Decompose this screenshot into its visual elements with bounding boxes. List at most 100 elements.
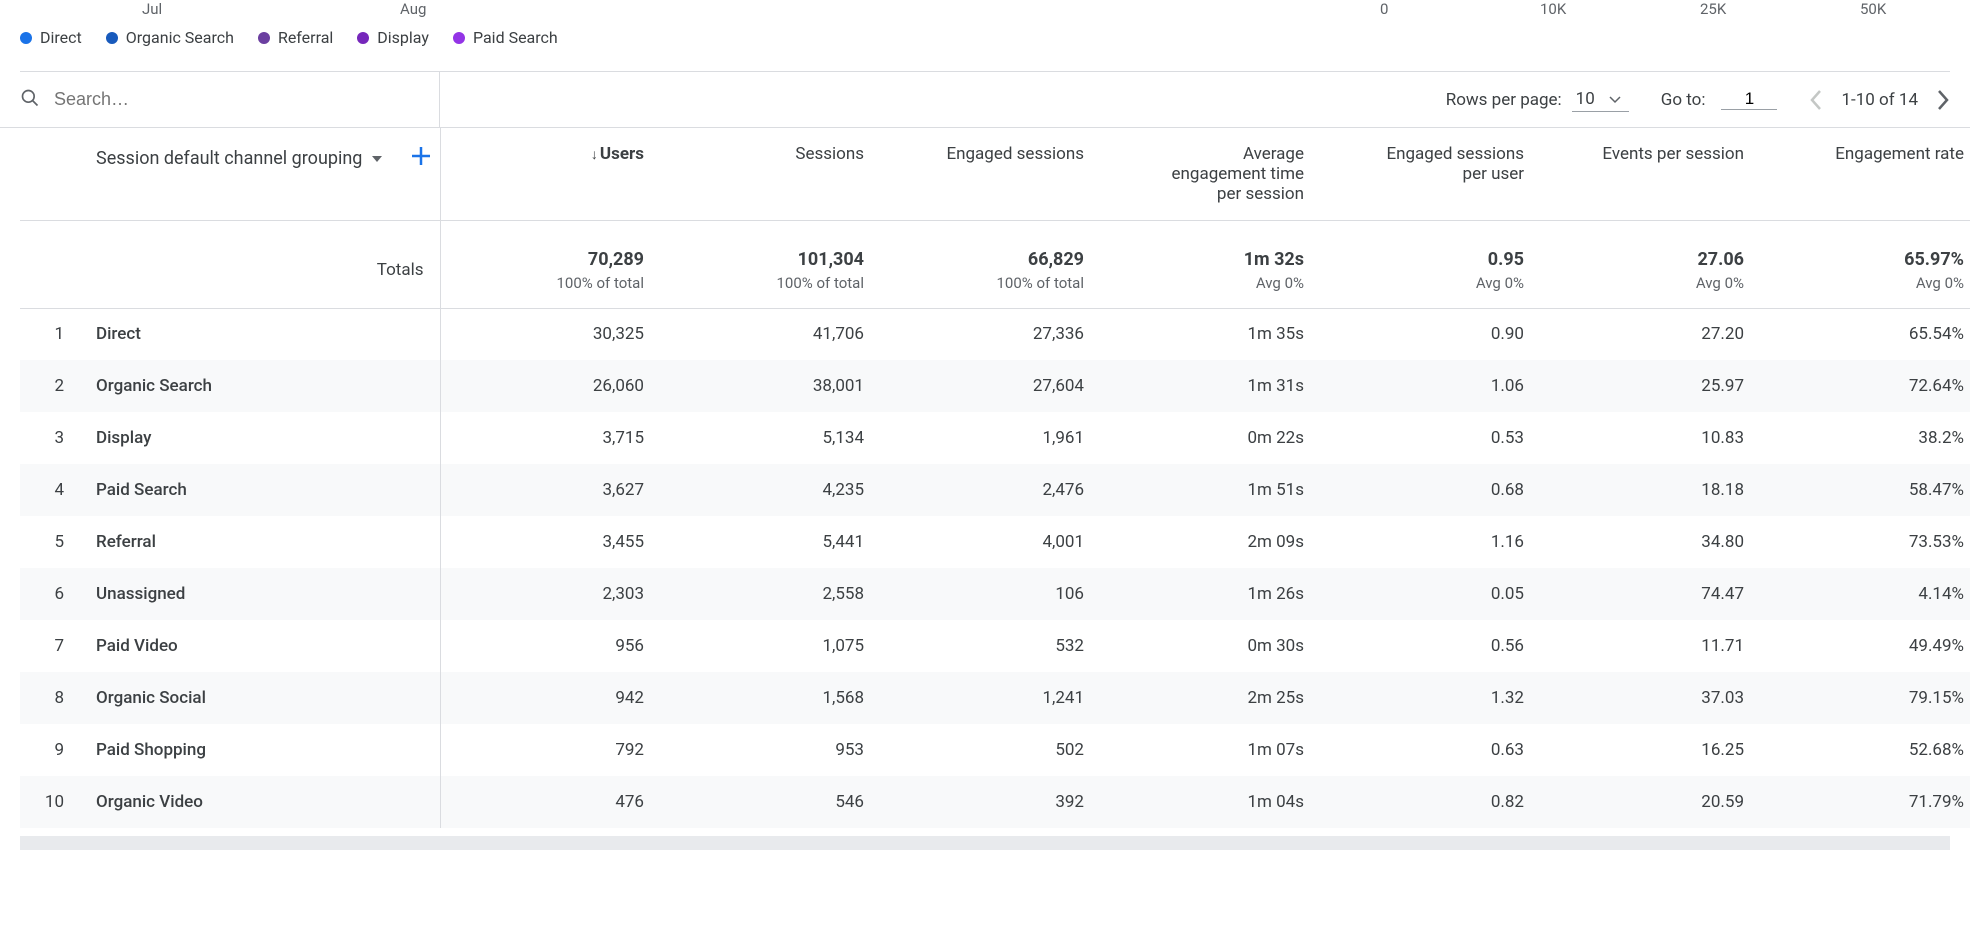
chart-legend: Direct Organic Search Referral Display Paid … xyxy=(0,18,1970,71)
table-row[interactable]: 9Paid Shopping7929535021m 07s0.6316.2552… xyxy=(20,724,1970,776)
cell-eng_rate: 4.14% xyxy=(1760,568,1970,620)
table-row[interactable]: 6Unassigned2,3032,5581061m 26s0.0574.474… xyxy=(20,568,1970,620)
table-row[interactable]: 10Organic Video4765463921m 04s0.8220.597… xyxy=(20,776,1970,828)
cell-eng_per_user: 0.56 xyxy=(1320,620,1540,672)
legend-dot xyxy=(258,32,270,44)
search-wrap xyxy=(20,72,440,127)
cell-avg_engage: 1m 26s xyxy=(1100,568,1320,620)
cell-eng_per_user: 0.90 xyxy=(1320,308,1540,360)
cell-eng_rate: 65.54% xyxy=(1760,308,1970,360)
column-header-engaged[interactable]: Engaged sessions xyxy=(880,128,1100,220)
cell-events_sess: 20.59 xyxy=(1540,776,1760,828)
legend-item[interactable]: Paid Search xyxy=(453,28,558,47)
legend-item[interactable]: Referral xyxy=(258,28,333,47)
table-row[interactable]: 5Referral3,4555,4414,0012m 09s1.1634.807… xyxy=(20,516,1970,568)
cell-events_sess: 25.97 xyxy=(1540,360,1760,412)
legend-item[interactable]: Display xyxy=(357,28,429,47)
legend-label: Organic Search xyxy=(126,28,234,47)
column-header-events_sess[interactable]: Events per session xyxy=(1540,128,1760,220)
cell-eng_per_user: 0.82 xyxy=(1320,776,1540,828)
axis-label: 50K xyxy=(1860,0,1886,18)
legend-dot xyxy=(357,32,369,44)
cell-users: 956 xyxy=(440,620,660,672)
next-page-icon[interactable] xyxy=(1936,89,1950,111)
legend-dot xyxy=(453,32,465,44)
row-index: 9 xyxy=(20,724,80,776)
row-index: 10 xyxy=(20,776,80,828)
legend-label: Paid Search xyxy=(473,28,558,47)
goto-label: Go to: xyxy=(1661,90,1706,110)
cell-sessions: 1,568 xyxy=(660,672,880,724)
cell-users: 2,303 xyxy=(440,568,660,620)
row-dimension[interactable]: Paid Search xyxy=(80,464,440,516)
cell-engaged: 1,241 xyxy=(880,672,1100,724)
search-input[interactable] xyxy=(54,89,354,110)
chevron-down-icon xyxy=(372,148,382,168)
cell-sessions: 1,075 xyxy=(660,620,880,672)
prev-page-icon[interactable] xyxy=(1809,89,1823,111)
column-header-eng_per_user[interactable]: Engaged sessionsper user xyxy=(1320,128,1540,220)
row-dimension[interactable]: Organic Social xyxy=(80,672,440,724)
cell-users: 942 xyxy=(440,672,660,724)
search-icon xyxy=(20,88,40,112)
legend-item[interactable]: Organic Search xyxy=(106,28,234,47)
row-dimension[interactable]: Direct xyxy=(80,308,440,360)
cell-events_sess: 34.80 xyxy=(1540,516,1760,568)
cell-engaged: 27,336 xyxy=(880,308,1100,360)
row-dimension[interactable]: Paid Video xyxy=(80,620,440,672)
cell-eng_per_user: 0.63 xyxy=(1320,724,1540,776)
cell-sessions: 5,134 xyxy=(660,412,880,464)
cell-events_sess: 37.03 xyxy=(1540,672,1760,724)
cell-users: 3,455 xyxy=(440,516,660,568)
horizontal-scrollbar[interactable] xyxy=(20,836,1950,850)
row-dimension[interactable]: Display xyxy=(80,412,440,464)
row-dimension[interactable]: Paid Shopping xyxy=(80,724,440,776)
add-dimension-button[interactable] xyxy=(410,144,432,172)
cell-engaged: 532 xyxy=(880,620,1100,672)
table-row[interactable]: 7Paid Video9561,0755320m 30s0.5611.7149.… xyxy=(20,620,1970,672)
cell-eng_rate: 79.15% xyxy=(1760,672,1970,724)
cell-avg_engage: 1m 51s xyxy=(1100,464,1320,516)
dimension-picker[interactable]: Session default channel grouping xyxy=(96,148,362,169)
chevron-down-icon xyxy=(1609,89,1621,109)
cell-users: 3,715 xyxy=(440,412,660,464)
cell-events_sess: 10.83 xyxy=(1540,412,1760,464)
axis-label: Jul xyxy=(142,0,162,18)
goto-input[interactable] xyxy=(1721,89,1777,110)
row-dimension[interactable]: Organic Video xyxy=(80,776,440,828)
cell-eng_rate: 71.79% xyxy=(1760,776,1970,828)
totals-sessions: 101,304100% of total xyxy=(660,220,880,308)
cell-events_sess: 18.18 xyxy=(1540,464,1760,516)
column-header-avg_engage[interactable]: Averageengagement timeper session xyxy=(1100,128,1320,220)
cell-events_sess: 74.47 xyxy=(1540,568,1760,620)
column-header-sessions[interactable]: Sessions xyxy=(660,128,880,220)
row-dimension[interactable]: Unassigned xyxy=(80,568,440,620)
cell-engaged: 4,001 xyxy=(880,516,1100,568)
totals-eng_per_user: 0.95Avg 0% xyxy=(1320,220,1540,308)
row-index: 1 xyxy=(20,308,80,360)
table-row[interactable]: 8Organic Social9421,5681,2412m 25s1.3237… xyxy=(20,672,1970,724)
cell-users: 476 xyxy=(440,776,660,828)
table-row[interactable]: 4Paid Search3,6274,2352,4761m 51s0.6818.… xyxy=(20,464,1970,516)
table-row[interactable]: 2Organic Search26,06038,00127,6041m 31s1… xyxy=(20,360,1970,412)
row-index: 7 xyxy=(20,620,80,672)
cell-users: 30,325 xyxy=(440,308,660,360)
cell-users: 792 xyxy=(440,724,660,776)
table-row[interactable]: 3Display3,7155,1341,9610m 22s0.5310.8338… xyxy=(20,412,1970,464)
pager: 1-10 of 14 xyxy=(1809,89,1950,111)
column-header-users[interactable]: ↓Users xyxy=(440,128,660,220)
cell-users: 26,060 xyxy=(440,360,660,412)
column-header-eng_rate[interactable]: Engagement rate xyxy=(1760,128,1970,220)
cell-users: 3,627 xyxy=(440,464,660,516)
row-dimension[interactable]: Organic Search xyxy=(80,360,440,412)
table-toolbar: Rows per page: 10 Go to: 1-10 of 14 xyxy=(0,72,1970,128)
table-row[interactable]: 1Direct30,32541,70627,3361m 35s0.9027.20… xyxy=(20,308,1970,360)
legend-item[interactable]: Direct xyxy=(20,28,82,47)
cell-eng_rate: 73.53% xyxy=(1760,516,1970,568)
cell-sessions: 4,235 xyxy=(660,464,880,516)
rows-per-page-value: 10 xyxy=(1576,89,1595,109)
cell-sessions: 953 xyxy=(660,724,880,776)
row-dimension[interactable]: Referral xyxy=(80,516,440,568)
rows-per-page-select[interactable]: 10 xyxy=(1572,87,1629,112)
row-index: 8 xyxy=(20,672,80,724)
